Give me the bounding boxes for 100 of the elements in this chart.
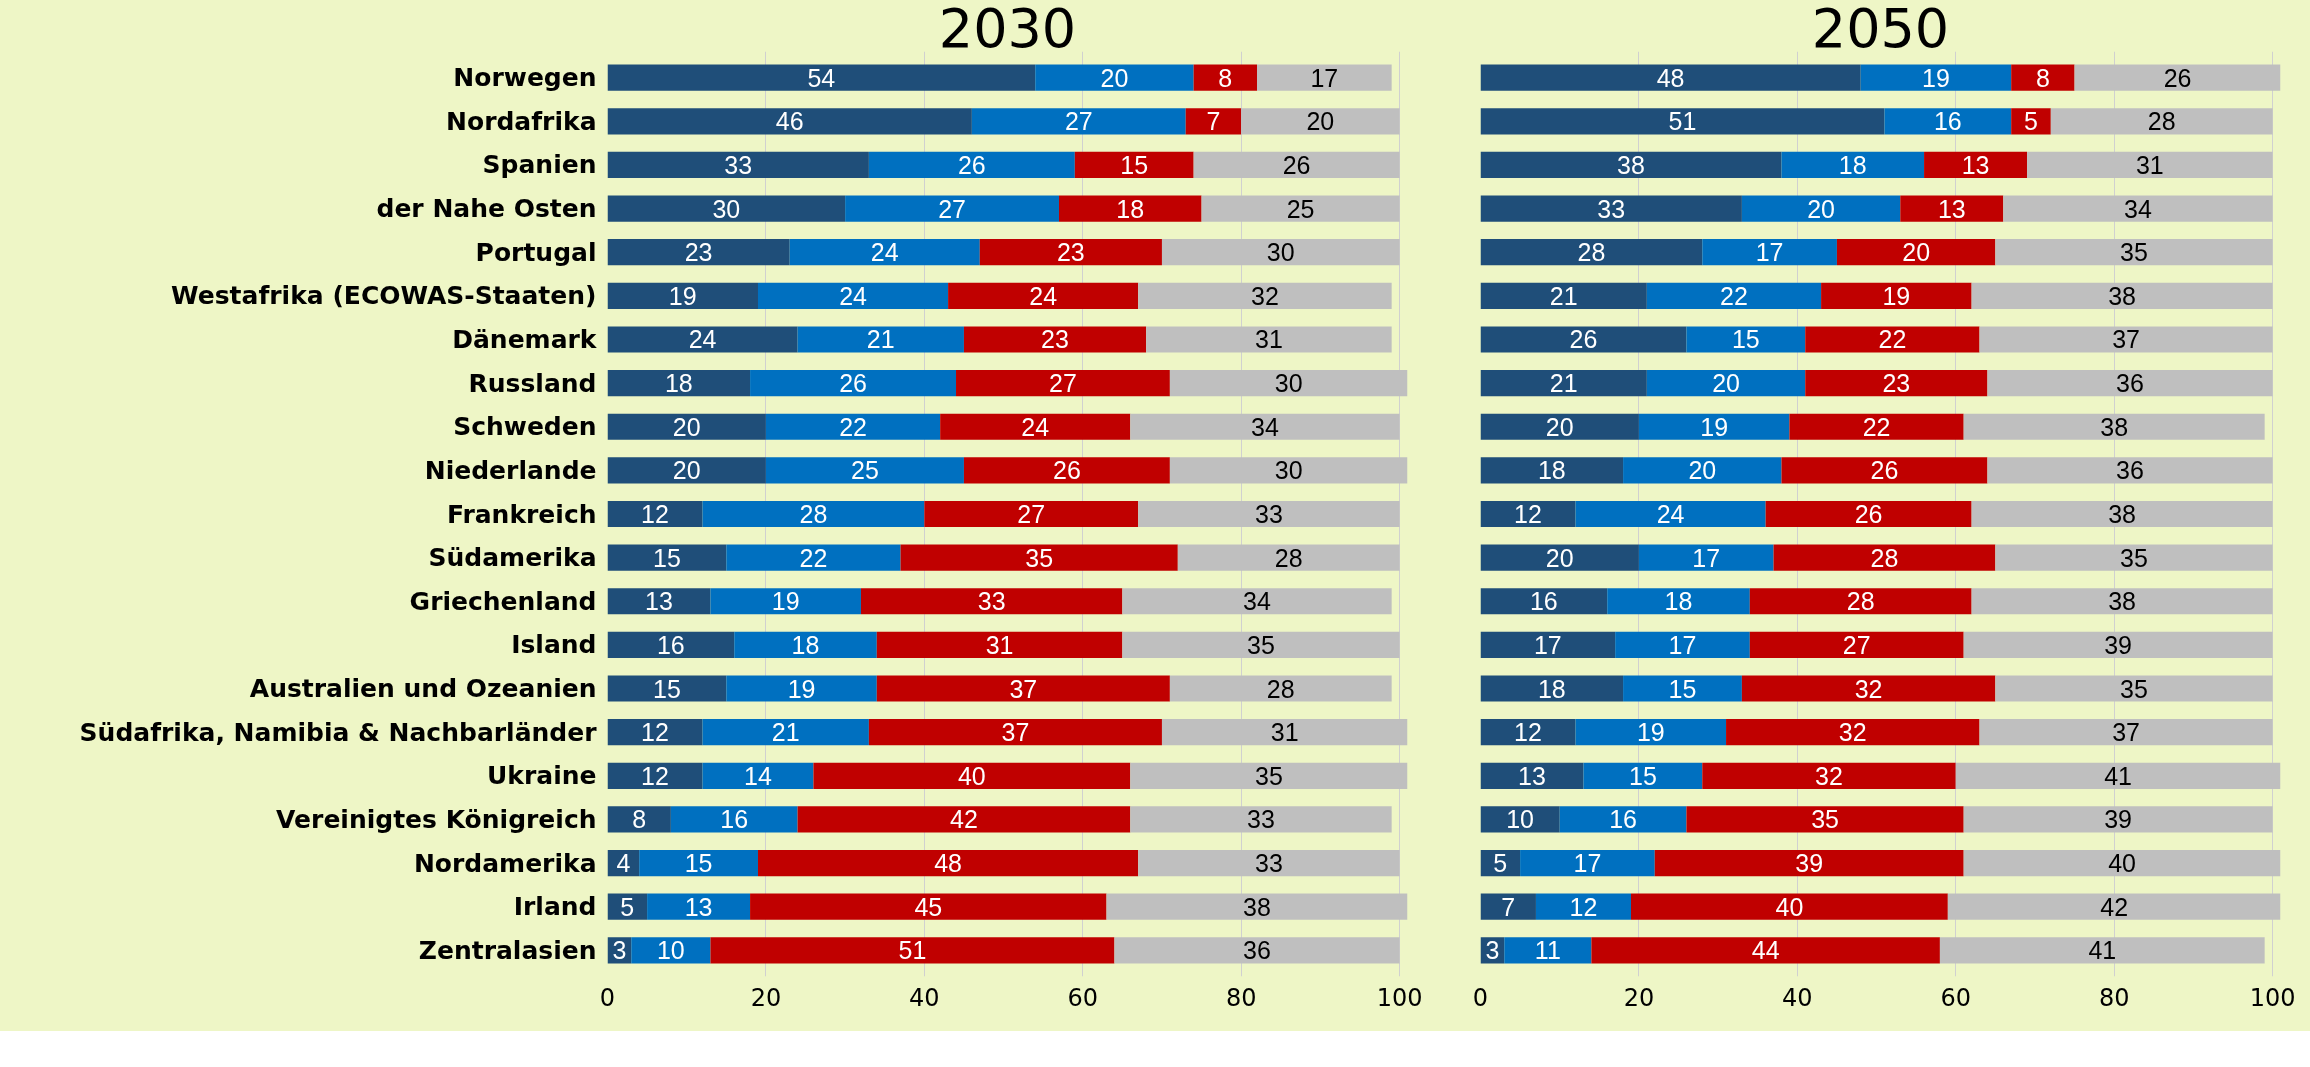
y-tick-label: Nordafrika — [446, 106, 597, 136]
bar — [1480, 762, 1584, 789]
bar — [1987, 457, 2273, 484]
bar — [734, 631, 877, 658]
bar — [956, 370, 1170, 397]
data-label: 32 — [1838, 718, 1867, 747]
bar — [710, 937, 1115, 964]
bar — [1971, 500, 2273, 528]
bar — [845, 195, 1059, 222]
data-label: 18 — [791, 630, 820, 659]
y-tick-label: Vereinigtes Königreich — [276, 804, 597, 834]
data-label: 33 — [1247, 805, 1275, 834]
bar — [607, 457, 766, 484]
bar — [1138, 500, 1400, 528]
data-label: 20 — [1902, 238, 1931, 267]
bar — [1979, 719, 2273, 746]
data-label: 34 — [2124, 194, 2152, 223]
data-label: 22 — [1878, 325, 1907, 354]
y-tick-label: Russland — [468, 368, 597, 398]
bar — [1130, 806, 1392, 833]
bar — [1987, 370, 2273, 397]
bar — [1963, 413, 2265, 440]
data-label: 12 — [1514, 500, 1542, 528]
data-label: 48 — [1656, 63, 1685, 92]
bar — [1520, 849, 1655, 877]
x-tick-label: 0 — [1472, 983, 1489, 1012]
data-label: 10 — [1506, 805, 1535, 834]
bar — [1702, 762, 1956, 789]
data-label: 38 — [2108, 587, 2136, 616]
bar — [2074, 64, 2281, 91]
data-label: 31 — [1254, 325, 1283, 354]
bar — [758, 849, 1139, 877]
data-label: 19 — [771, 587, 800, 616]
data-label: 41 — [2104, 761, 2133, 790]
bar — [1169, 370, 1408, 397]
bar — [607, 719, 703, 746]
bar — [1480, 326, 1687, 353]
data-label: 15 — [1628, 761, 1657, 790]
data-label: 15 — [653, 543, 681, 572]
data-label: 26 — [2163, 63, 2192, 92]
data-label: 35 — [2120, 543, 2148, 572]
data-label: 35 — [1247, 630, 1275, 659]
data-label: 24 — [870, 238, 899, 267]
data-label: 32 — [1251, 281, 1279, 310]
bar — [1979, 326, 2273, 353]
bar — [1575, 719, 1727, 746]
data-label: 12 — [641, 500, 669, 528]
data-label: 15 — [1120, 150, 1149, 179]
bar — [1122, 631, 1400, 658]
data-label: 3 — [1485, 936, 1500, 965]
bar — [1805, 370, 1988, 397]
bar — [860, 588, 1123, 615]
data-label: 37 — [2112, 325, 2140, 354]
y-tick-label: Westafrika (ECOWAS-Staaten) — [171, 281, 597, 311]
bar — [2050, 108, 2273, 135]
bar — [1963, 631, 2273, 658]
bar — [1749, 588, 1972, 615]
bar — [813, 762, 1131, 789]
x-tick-label: 60 — [1067, 983, 1099, 1012]
bar — [1947, 893, 2281, 920]
data-label: 23 — [684, 238, 713, 267]
data-label: 31 — [2135, 150, 2164, 179]
bar — [1193, 64, 1258, 91]
data-label: 16 — [656, 630, 685, 659]
bar — [1177, 544, 1400, 571]
data-label: 13 — [1518, 761, 1546, 790]
bar — [1789, 413, 1964, 440]
bar — [607, 762, 703, 789]
bar — [607, 239, 790, 266]
bar — [607, 195, 846, 222]
bar — [1559, 806, 1687, 833]
bar — [607, 588, 711, 615]
bar — [1963, 806, 2273, 833]
bar — [1480, 500, 1576, 528]
bar — [1971, 588, 2273, 615]
bar — [607, 631, 735, 658]
data-label: 24 — [1029, 281, 1058, 310]
data-label: 19 — [1882, 281, 1911, 310]
data-label: 36 — [1243, 936, 1271, 965]
bar — [1480, 108, 1885, 135]
bar — [1615, 631, 1750, 658]
bar — [1058, 195, 1202, 222]
data-label: 27 — [1842, 630, 1871, 659]
data-label: 23 — [1882, 369, 1911, 398]
bar — [1623, 675, 1742, 702]
data-label: 19 — [1922, 63, 1950, 92]
data-label: 28 — [2147, 107, 2176, 136]
data-label: 17 — [1573, 849, 1602, 878]
bar — [1185, 108, 1242, 135]
data-label: 54 — [807, 63, 836, 92]
bar — [1836, 239, 1996, 266]
bar — [1726, 719, 1980, 746]
data-label: 22 — [1862, 412, 1891, 441]
data-label: 38 — [2100, 412, 2129, 441]
data-label: 15 — [1731, 325, 1760, 354]
bar — [1074, 151, 1194, 179]
data-label: 38 — [2108, 281, 2136, 310]
bar — [607, 806, 671, 833]
data-label: 17 — [1310, 63, 1339, 92]
bar — [1480, 370, 1647, 397]
